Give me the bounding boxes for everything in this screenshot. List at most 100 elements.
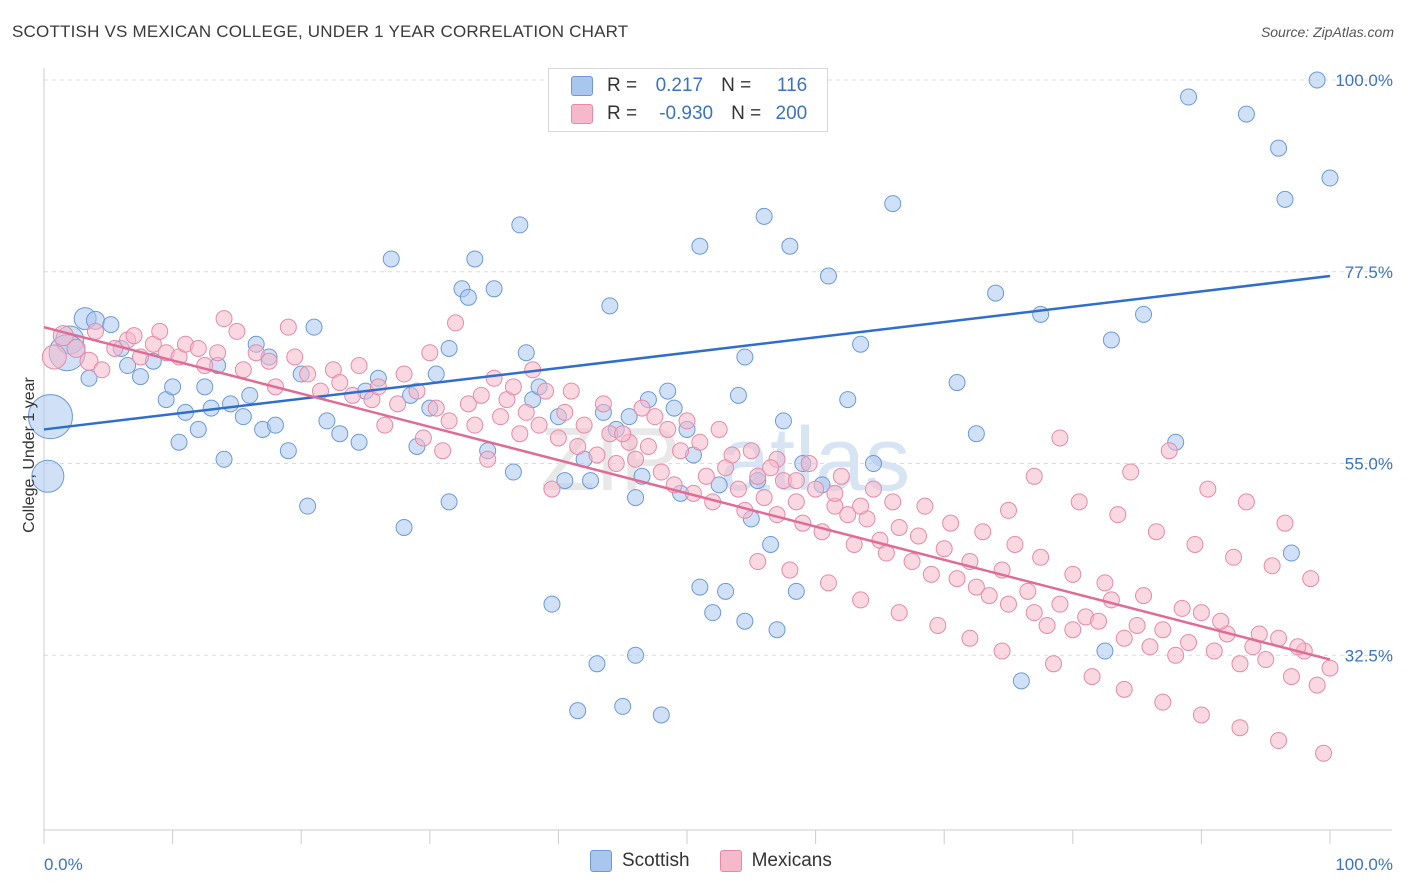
legend-swatch-mexicans xyxy=(571,104,593,124)
point-mexicans xyxy=(807,480,825,498)
point-mexicans xyxy=(86,322,104,340)
point-mexicans xyxy=(749,553,767,571)
point-mexicans xyxy=(672,442,690,460)
point-mexicans xyxy=(678,412,696,430)
point-scottish xyxy=(102,316,120,334)
point-scottish xyxy=(755,207,773,225)
point-scottish xyxy=(864,455,882,473)
point-scottish xyxy=(164,378,182,396)
point-scottish xyxy=(350,433,368,451)
point-mexicans xyxy=(1263,557,1281,575)
axes xyxy=(43,68,1392,844)
legend-item-scottish[interactable]: Scottish xyxy=(590,850,690,872)
point-mexicans xyxy=(1025,604,1043,622)
series-legend: Scottish Mexicans xyxy=(590,850,862,872)
legend-r-label: R = xyxy=(607,103,638,124)
point-mexicans xyxy=(903,553,921,571)
point-mexicans xyxy=(1257,651,1275,669)
point-mexicans xyxy=(1321,659,1339,677)
point-mexicans xyxy=(1192,706,1210,724)
point-scottish xyxy=(189,420,207,438)
point-mexicans xyxy=(1205,642,1223,660)
point-scottish xyxy=(967,425,985,443)
point-scottish xyxy=(382,250,400,268)
point-mexicans xyxy=(787,472,805,490)
legend-n-value-mexicans: 200 xyxy=(775,103,808,124)
point-scottish xyxy=(440,339,458,357)
y-tick-label: 55.0% xyxy=(1345,455,1393,474)
point-scottish xyxy=(1237,105,1255,123)
y-axis-label: College, Under 1 year xyxy=(21,377,38,533)
point-mexicans xyxy=(511,425,529,443)
legend-item-mexicans[interactable]: Mexicans xyxy=(719,850,832,872)
point-mexicans xyxy=(1122,463,1140,481)
point-mexicans xyxy=(279,318,297,336)
point-mexicans xyxy=(967,578,985,596)
point-scottish xyxy=(234,408,252,426)
point-scottish xyxy=(729,386,747,404)
point-mexicans xyxy=(1154,693,1172,711)
point-scottish xyxy=(987,284,1005,302)
point-scottish xyxy=(427,365,445,383)
point-mexicans xyxy=(832,467,850,485)
point-scottish xyxy=(170,433,188,451)
data-points xyxy=(27,71,1339,762)
point-mexicans xyxy=(961,629,979,647)
point-mexicans xyxy=(485,369,503,387)
point-scottish xyxy=(736,348,754,366)
point-scottish xyxy=(588,655,606,673)
legend-n-value-scottish: 116 xyxy=(776,75,808,96)
point-mexicans xyxy=(492,408,510,426)
point-mexicans xyxy=(1064,565,1082,583)
point-mexicans xyxy=(427,399,445,417)
point-mexicans xyxy=(826,484,844,502)
point-mexicans xyxy=(948,570,966,588)
point-mexicans xyxy=(1212,612,1230,630)
legend-n-label: N = xyxy=(731,103,762,124)
point-scottish xyxy=(543,595,561,613)
point-mexicans xyxy=(1270,732,1288,750)
point-mexicans xyxy=(228,322,246,340)
point-scottish xyxy=(511,216,529,234)
point-scottish xyxy=(1180,88,1198,106)
point-mexicans xyxy=(755,489,773,507)
point-mexicans xyxy=(421,344,439,362)
point-mexicans xyxy=(1231,719,1249,737)
legend-row-mexicans: R = -0.930 N = 200 xyxy=(571,101,807,127)
point-mexicans xyxy=(125,327,143,345)
point-mexicans xyxy=(594,395,612,413)
point-scottish xyxy=(948,374,966,392)
point-mexicans xyxy=(1064,621,1082,639)
point-mexicans xyxy=(1276,514,1294,532)
point-mexicans xyxy=(189,339,207,357)
point-mexicans xyxy=(1282,668,1300,686)
point-mexicans xyxy=(723,446,741,464)
point-scottish xyxy=(659,382,677,400)
point-mexicans xyxy=(79,351,99,371)
point-mexicans xyxy=(537,382,555,400)
point-mexicans xyxy=(1051,595,1069,613)
point-scottish xyxy=(241,386,259,404)
point-mexicans xyxy=(710,420,728,438)
point-mexicans xyxy=(562,382,580,400)
point-mexicans xyxy=(1070,493,1088,511)
point-scottish xyxy=(582,472,600,490)
point-mexicans xyxy=(1173,599,1191,617)
point-mexicans xyxy=(504,378,522,396)
point-mexicans xyxy=(1032,548,1050,566)
point-mexicans xyxy=(1237,493,1255,511)
point-scottish xyxy=(819,267,837,285)
point-mexicans xyxy=(1019,582,1037,600)
point-mexicans xyxy=(864,480,882,498)
point-scottish xyxy=(736,612,754,630)
point-scottish xyxy=(1270,139,1288,157)
point-scottish xyxy=(318,412,336,430)
point-mexicans xyxy=(916,497,934,515)
point-mexicans xyxy=(408,382,426,400)
point-mexicans xyxy=(66,338,86,358)
point-scottish xyxy=(665,399,683,417)
point-mexicans xyxy=(909,527,927,545)
point-scottish xyxy=(1102,331,1120,349)
point-mexicans xyxy=(414,429,432,447)
point-mexicans xyxy=(350,357,368,375)
